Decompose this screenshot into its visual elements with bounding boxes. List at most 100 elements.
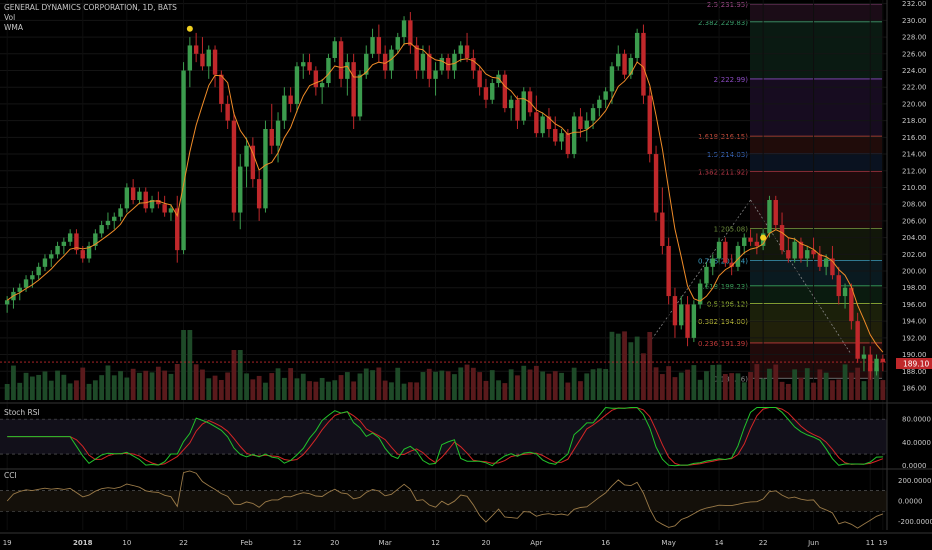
candle-body [697, 283, 703, 305]
volume-bar [36, 374, 42, 400]
volume-bar [842, 364, 848, 400]
wma-legend[interactable]: WMA [4, 23, 24, 32]
stoch-title: Stoch RSI [4, 408, 40, 417]
volume-bar [281, 377, 287, 400]
volume-bar [407, 382, 413, 400]
fib-zone [750, 260, 882, 286]
volume-bar [401, 383, 407, 400]
volume-bar [288, 368, 294, 400]
annotations[interactable] [186, 25, 767, 241]
candle-body [792, 241, 797, 259]
volume-bar [785, 383, 791, 400]
volume-bar [880, 380, 886, 400]
fib-level-label: 1.382(211.92) [698, 168, 748, 176]
volume-bar [773, 364, 779, 400]
volume-bar [344, 372, 350, 400]
time-axis[interactable]: 19 2018 10 22 Feb 12 20 Mar 12 20 Apr 16 May 14 22 Jun 1… [0, 532, 932, 547]
candle-body [508, 99, 514, 109]
volume-bar [596, 368, 602, 400]
fib-trend-line [750, 199, 852, 355]
volume-bar [578, 381, 583, 400]
candle-body [244, 145, 249, 167]
volume-bar [338, 375, 344, 400]
volume-bar [622, 331, 627, 400]
candle-body [219, 74, 224, 104]
candle-body [382, 53, 388, 71]
volume-bar [508, 369, 514, 400]
candle-body [779, 225, 785, 251]
fib-level-label: 0.236(191.39) [698, 340, 748, 348]
stoch-tick-label: 0.0000 [902, 462, 927, 470]
volume-bar [609, 331, 615, 400]
candle-body [345, 62, 350, 79]
candle-body [666, 245, 671, 297]
marker-dot [186, 25, 193, 32]
volume-bar [92, 380, 98, 400]
fib-level-label: 0.786(201.24) [698, 258, 748, 266]
time-tick-label: 16 [601, 539, 610, 547]
volume-bar [691, 365, 697, 400]
stoch-rsi-pane[interactable]: 0.0000 40.0000 80.0000 [0, 402, 932, 470]
volume-bar [641, 353, 646, 400]
stoch-tick-label: 80.0000 [902, 416, 931, 424]
fib-level-label: 0.382(194.00) [698, 318, 748, 326]
fib-zone [750, 321, 882, 343]
candle-body [540, 116, 545, 134]
time-tick-label: 20 [330, 539, 339, 547]
cci-tick-label: 0.0000 [898, 498, 923, 506]
volume-bar [300, 373, 306, 400]
price-tick-label: 224.00 [902, 67, 927, 75]
volume-bar [439, 370, 445, 400]
volume-bar [615, 333, 621, 400]
volume-bar [817, 369, 823, 400]
candle-body [634, 32, 640, 58]
candle-body [716, 241, 722, 259]
price-tick-label: 198.00 [902, 284, 927, 292]
volume-bar [874, 367, 879, 400]
volume-bar [464, 364, 470, 400]
volume-bar [118, 371, 123, 400]
candle-body [124, 187, 130, 209]
volume-bar [426, 368, 432, 400]
candlesticks[interactable] [4, 12, 886, 380]
volume-bar [193, 364, 199, 400]
volume-bar [666, 366, 672, 400]
volume-bar [729, 373, 735, 400]
candle-body [294, 66, 300, 104]
candle-body [861, 354, 867, 359]
price-tick-label: 188.00 [902, 368, 927, 376]
price-axis[interactable]: 186.00 188.00 190.00 192.00 194.00 196.00 198.… [886, 0, 927, 530]
candle-body [162, 204, 167, 213]
candle-body [86, 245, 92, 259]
candle-body [471, 57, 476, 71]
candle-body [23, 279, 29, 288]
volume-bar [552, 371, 558, 400]
vol-legend[interactable]: Vol [4, 13, 16, 22]
candle-body [685, 304, 690, 338]
volume-bar [452, 374, 457, 400]
time-tick-label: 22 [179, 539, 188, 547]
candle-body [143, 191, 148, 209]
volume-bar [767, 368, 772, 400]
volume-bar [181, 330, 186, 400]
volume-bar [206, 378, 212, 400]
candle-body [628, 57, 634, 75]
price-tick-label: 210.00 [902, 184, 927, 192]
cci-pane[interactable]: -200.0000 0.0000 200.0000 [0, 468, 932, 529]
price-tick-label: 202.00 [902, 251, 927, 259]
candle-body [754, 241, 760, 246]
candle-body [326, 57, 331, 84]
volume-bar [647, 331, 653, 400]
price-badge: 189.10 [896, 358, 932, 369]
price-tick-label: 220.00 [902, 100, 927, 108]
volume-bar [212, 375, 218, 400]
candle-body [427, 53, 432, 79]
volume-bar [250, 379, 256, 400]
volume-bar [716, 364, 722, 400]
candle-body [546, 116, 552, 129]
candle-body [616, 53, 621, 67]
volume-bar [634, 336, 640, 400]
volume-bar [571, 367, 577, 400]
candle-body [490, 83, 495, 100]
